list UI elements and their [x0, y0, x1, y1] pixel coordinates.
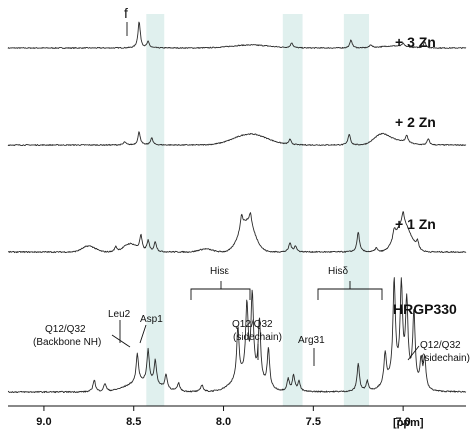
x-tick-label-5: 7.0 — [395, 416, 410, 428]
spectrum-trace-4 — [7, 277, 467, 394]
annotation-q12-q32-sidechain-2: Q12/Q32 — [420, 340, 461, 351]
annotation-his-delta: Hisδ — [328, 266, 348, 277]
x-tick-label-2: 8.5 — [126, 416, 141, 428]
series-label-3zn: + 3 Zn — [395, 34, 436, 50]
annotation-q12-q32-backbone: Q12/Q32 — [45, 324, 86, 335]
asp1-leader — [139, 324, 147, 344]
his-epsilon-bracket — [190, 281, 251, 300]
spectrum-trace-3 — [8, 211, 467, 254]
annotation-his-epsilon: Hisε — [210, 266, 229, 277]
annotation-asp1: Asp1 — [140, 314, 163, 325]
series-label-1zn: + 1 Zn — [395, 216, 436, 232]
spectrum-trace-1 — [7, 21, 467, 49]
x-tick-label-4: 7.5 — [306, 416, 321, 428]
annotation-q12-q32-sidechain-1: Q12/Q32 — [232, 319, 273, 330]
annotation-f: f — [124, 5, 128, 21]
x-tick-label-3: 8.0 — [216, 416, 231, 428]
series-label-hrgp330: HRGP330 — [393, 301, 457, 317]
highlight-band-1 — [146, 14, 165, 406]
series-label-2zn: + 2 Zn — [395, 114, 436, 130]
x-tick-label-1: 9.0 — [36, 416, 51, 428]
x-axis-label: [ppm] — [393, 417, 424, 429]
annotation-arg31: Arg31 — [298, 335, 325, 346]
annotation-sidechain-1: (sidechain) — [233, 332, 282, 343]
annotation-sidechain-2: (sidechain) — [421, 353, 470, 364]
q12-q32-backbone-leader — [111, 334, 131, 348]
q12-q32-sidechain-2-leader — [407, 345, 420, 361]
his-delta-bracket — [317, 281, 383, 300]
annotation-backbone-nh: (Backbone NH) — [33, 337, 101, 348]
highlight-band-2 — [282, 14, 303, 406]
spectrum-traces — [7, 21, 467, 394]
annotation-leu2: Leu2 — [108, 309, 131, 320]
highlight-bands — [146, 14, 370, 406]
spectrum-trace-2 — [7, 131, 467, 146]
highlight-band-3 — [343, 14, 370, 406]
x-axis-ticks: 9.0 8.5 8.0 7.5 7.0 — [36, 406, 411, 428]
